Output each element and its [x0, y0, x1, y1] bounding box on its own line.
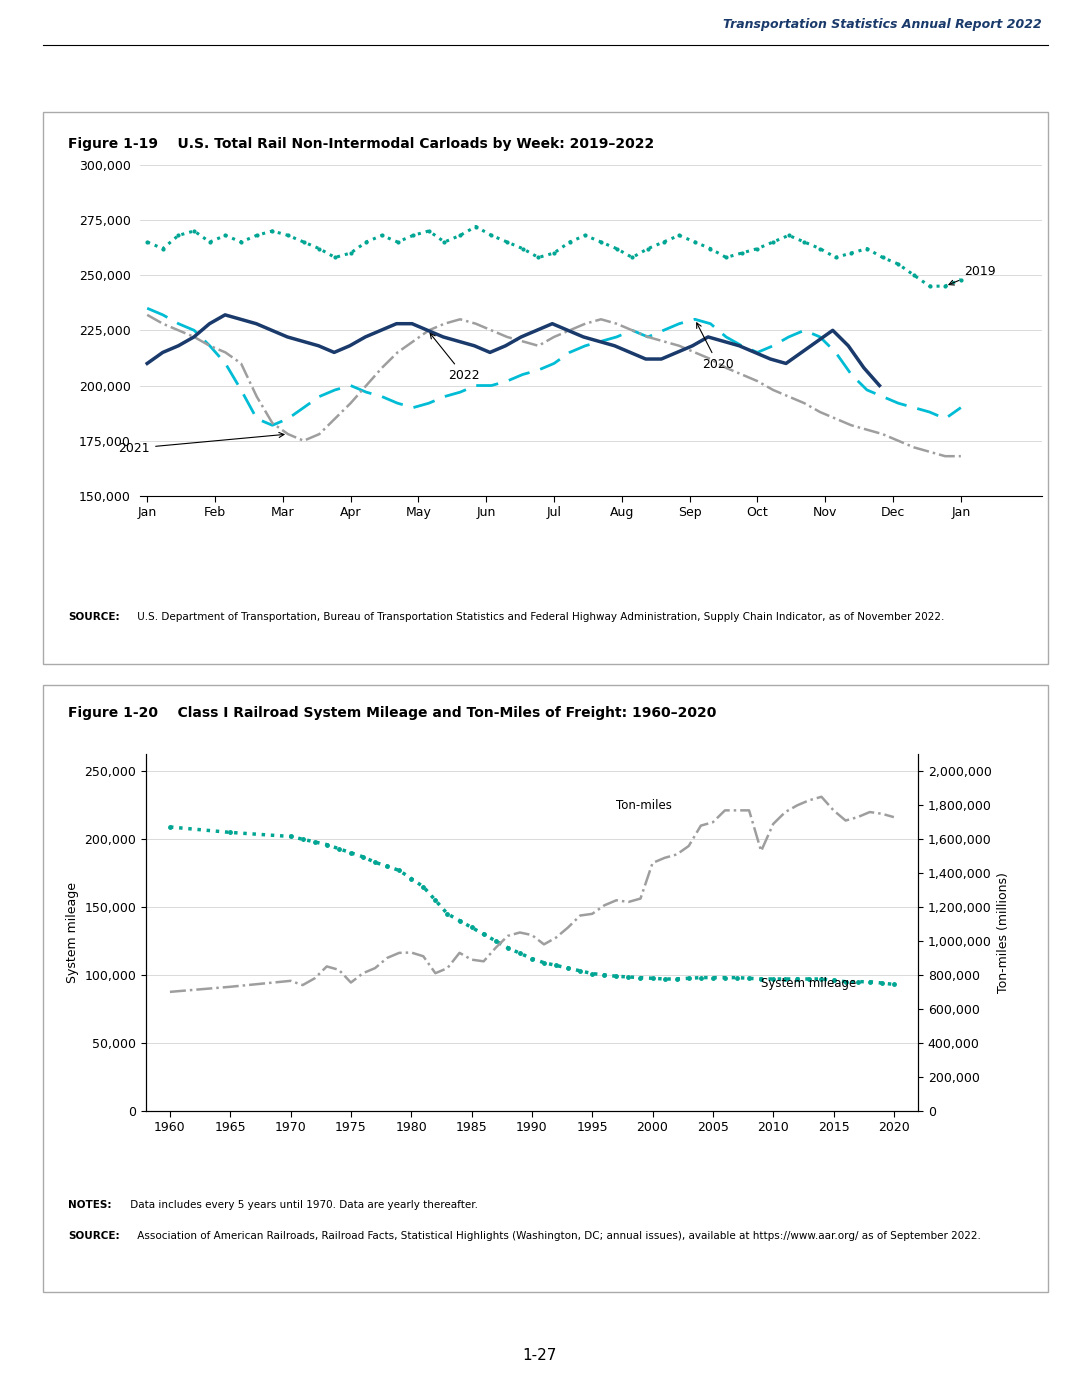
- Text: SOURCE:: SOURCE:: [68, 612, 120, 622]
- Text: 2022: 2022: [430, 334, 480, 381]
- Text: Figure 1-20    Class I Railroad System Mileage and Ton-Miles of Freight: 1960–20: Figure 1-20 Class I Railroad System Mile…: [68, 705, 717, 719]
- Text: 2019: 2019: [949, 265, 996, 285]
- Text: Association of American Railroads, Railroad Facts, Statistical Highlights (Washi: Association of American Railroads, Railr…: [134, 1231, 981, 1241]
- Text: System mileage: System mileage: [761, 977, 856, 990]
- Text: Transportation Statistics Annual Report 2022: Transportation Statistics Annual Report …: [724, 18, 1042, 31]
- Text: 1-27: 1-27: [523, 1348, 557, 1362]
- Text: NOTES:: NOTES:: [68, 1200, 112, 1210]
- Text: 2020: 2020: [697, 323, 734, 370]
- Text: 2021: 2021: [119, 433, 284, 455]
- Y-axis label: Ton-miles (millions): Ton-miles (millions): [997, 872, 1010, 993]
- Text: U.S. Department of Transportation, Bureau of Transportation Statistics and Feder: U.S. Department of Transportation, Burea…: [134, 612, 944, 622]
- Text: SOURCE:: SOURCE:: [68, 1231, 120, 1241]
- Y-axis label: System mileage: System mileage: [66, 882, 79, 983]
- Text: Ton-miles: Ton-miles: [617, 799, 672, 812]
- Text: Data includes every 5 years until 1970. Data are yearly thereafter.: Data includes every 5 years until 1970. …: [126, 1200, 477, 1210]
- FancyBboxPatch shape: [43, 685, 1048, 1292]
- FancyBboxPatch shape: [43, 112, 1048, 664]
- Text: Figure 1-19    U.S. Total Rail Non-Intermodal Carloads by Week: 2019–2022: Figure 1-19 U.S. Total Rail Non-Intermod…: [68, 137, 654, 151]
